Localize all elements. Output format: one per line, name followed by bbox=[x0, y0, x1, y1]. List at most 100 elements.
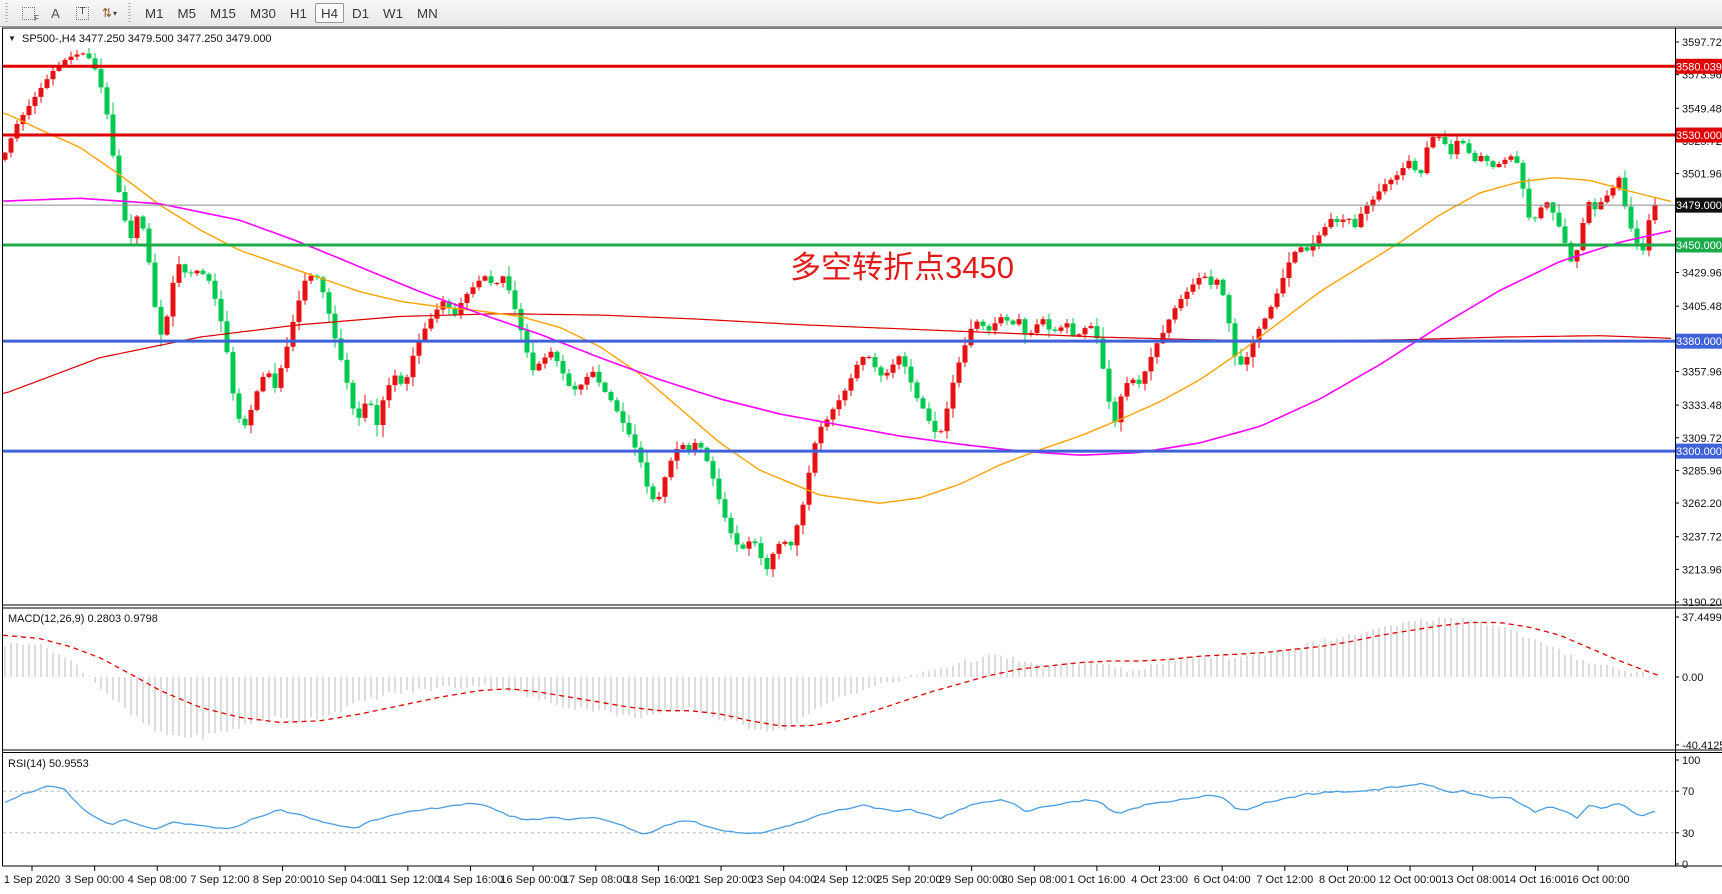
candle-body bbox=[1124, 383, 1130, 397]
candle-body bbox=[854, 364, 860, 379]
candle-body bbox=[926, 408, 932, 421]
candle-body bbox=[1058, 327, 1064, 331]
candle-body bbox=[614, 400, 620, 412]
candle-body bbox=[1418, 170, 1424, 174]
candle-body bbox=[518, 309, 524, 331]
candle-body bbox=[710, 461, 716, 479]
candle-body bbox=[362, 403, 368, 418]
candle-body bbox=[308, 275, 314, 281]
candle-body bbox=[470, 287, 476, 294]
candle-body bbox=[650, 486, 656, 500]
time-axis-label: 7 Oct 12:00 bbox=[1256, 874, 1313, 886]
candle-body bbox=[1484, 156, 1490, 162]
time-axis-label: 13 Oct 08:00 bbox=[1441, 874, 1504, 886]
candle-body bbox=[356, 408, 362, 418]
candle-body bbox=[596, 371, 602, 383]
candle-body bbox=[290, 321, 296, 347]
time-axis-label: 17 Sep 08:00 bbox=[563, 874, 628, 886]
candle-body bbox=[722, 499, 728, 518]
time-axis-label: 29 Sep 00:00 bbox=[939, 874, 1004, 886]
candle-body bbox=[212, 280, 218, 299]
cursor-box-tool-button[interactable]: F bbox=[15, 3, 42, 24]
candle-body bbox=[884, 372, 890, 376]
candle-body bbox=[716, 478, 722, 500]
candle-body bbox=[1280, 277, 1286, 294]
candle-body bbox=[1064, 323, 1070, 328]
text-tool-button[interactable]: A bbox=[42, 3, 69, 24]
price-axis-label: 3597.720 bbox=[1682, 37, 1722, 49]
candle-body bbox=[1400, 168, 1406, 176]
candle-body bbox=[938, 431, 944, 433]
candle-body bbox=[392, 375, 398, 386]
candle-body bbox=[464, 293, 470, 303]
candle-body bbox=[1322, 227, 1328, 236]
candle-body bbox=[2, 152, 8, 160]
candle-body bbox=[752, 541, 758, 544]
time-axis-label: 16 Sep 00:00 bbox=[500, 874, 565, 886]
drawing-tools-group: F A T ⇅ ▾ bbox=[15, 3, 123, 24]
candle-body bbox=[758, 543, 764, 558]
candle-body bbox=[80, 53, 86, 55]
symbol-dropdown-icon[interactable]: ▼ bbox=[8, 34, 16, 43]
candle-body bbox=[1226, 295, 1232, 324]
rsi-axis-label: 100 bbox=[1682, 755, 1700, 767]
timeframe-h4-button[interactable]: H4 bbox=[314, 3, 344, 23]
candle-body bbox=[1010, 320, 1016, 325]
candle-body bbox=[428, 318, 434, 329]
annotation-text[interactable]: 多空转折点3450 bbox=[790, 250, 1014, 285]
candle-body bbox=[1514, 156, 1520, 163]
candle-body bbox=[494, 282, 500, 284]
rsi-axis-label: 70 bbox=[1682, 786, 1694, 798]
candle-body bbox=[1466, 143, 1472, 153]
candle-body bbox=[1634, 228, 1640, 244]
candle-body bbox=[818, 426, 824, 444]
candle-body bbox=[500, 276, 506, 283]
candle-body bbox=[932, 420, 938, 432]
candle-body bbox=[860, 356, 866, 365]
timeframe-mn-button[interactable]: MN bbox=[411, 3, 444, 23]
candle-body bbox=[944, 408, 950, 432]
candle-body bbox=[1190, 284, 1196, 292]
candle-body bbox=[1328, 218, 1334, 228]
timeframe-d1-button[interactable]: D1 bbox=[346, 3, 375, 23]
candle-body bbox=[1262, 318, 1268, 329]
candle-body bbox=[656, 496, 662, 500]
timeframe-m1-button[interactable]: M1 bbox=[139, 3, 170, 23]
candle-body bbox=[584, 376, 590, 385]
candle-body bbox=[236, 393, 242, 419]
candle-body bbox=[632, 434, 638, 448]
timeframe-m5-button[interactable]: M5 bbox=[172, 3, 203, 23]
candle-body bbox=[578, 384, 584, 390]
candle-body bbox=[866, 356, 872, 358]
candle-body bbox=[1238, 356, 1244, 365]
candle-body bbox=[644, 462, 650, 487]
candle-body bbox=[1556, 212, 1562, 227]
price-badge-label: 3530.000 bbox=[1676, 130, 1722, 142]
timeframe-w1-button[interactable]: W1 bbox=[377, 3, 409, 23]
candle-body bbox=[440, 301, 446, 310]
candle-body bbox=[332, 313, 338, 339]
cycle-arrows-tool-button[interactable]: ⇅ ▾ bbox=[96, 3, 123, 24]
text-label-icon: T bbox=[76, 6, 89, 20]
timeframe-m15-button[interactable]: M15 bbox=[204, 3, 242, 23]
timeframe-m30-button[interactable]: M30 bbox=[244, 3, 282, 23]
candle-body bbox=[158, 306, 164, 335]
candle-body bbox=[1364, 205, 1370, 214]
candle-body bbox=[506, 276, 512, 291]
candle-body bbox=[1382, 184, 1388, 192]
candle-body bbox=[1184, 291, 1190, 299]
time-axis-label: 18 Sep 16:00 bbox=[626, 874, 691, 886]
price-badge bbox=[1676, 443, 1722, 459]
candle-body bbox=[692, 442, 698, 452]
timeframe-h1-button[interactable]: H1 bbox=[284, 3, 313, 23]
toolbar-grip[interactable] bbox=[5, 3, 10, 23]
toolbar-grip[interactable] bbox=[128, 3, 133, 23]
candle-body bbox=[734, 533, 740, 545]
candle-body bbox=[1490, 161, 1496, 168]
text-label-tool-button[interactable]: T bbox=[69, 3, 96, 24]
time-axis-label: 4 Oct 23:00 bbox=[1131, 874, 1188, 886]
candle-body bbox=[56, 65, 62, 71]
price-axis-label: 3405.480 bbox=[1682, 301, 1722, 313]
time-axis-label: 7 Sep 12:00 bbox=[190, 874, 249, 886]
